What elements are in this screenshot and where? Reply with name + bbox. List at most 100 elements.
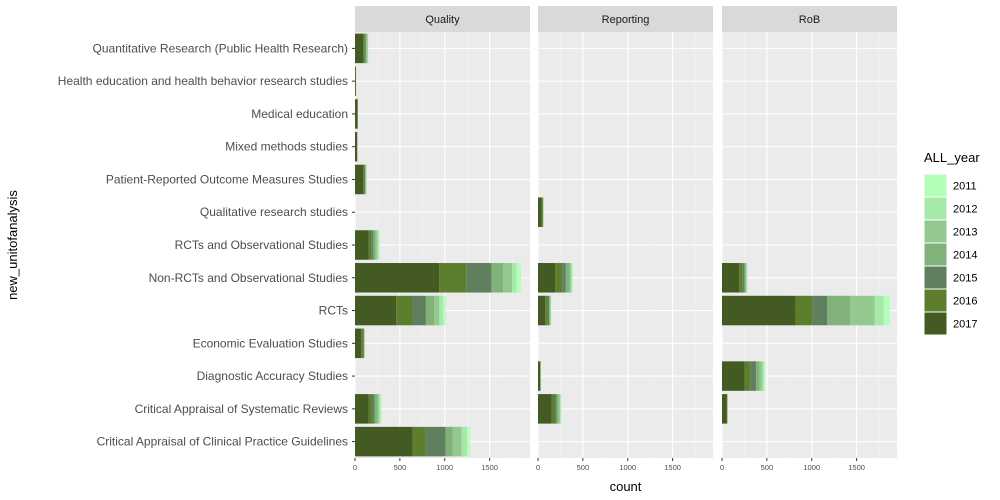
bar-quality-medical-education-2017 <box>355 99 358 129</box>
x-tick-label-reporting: 1500 <box>664 463 681 472</box>
bar-rob-critical-appraisal-of-systematic-reviews-2017 <box>722 394 727 424</box>
y-tick-label-patient-reported-outcome-measures-studies: Patient-Reported Outcome Measures Studie… <box>106 172 348 186</box>
bar-quality-economic-evaluation-studies-2017 <box>355 328 362 359</box>
bar-reporting-non-rcts-and-observational-studies-2013 <box>569 263 572 293</box>
bar-quality-patient-reported-outcome-measures-studies-2017 <box>355 164 364 195</box>
bar-rob-rcts-2012 <box>874 295 884 326</box>
bar-quality-patient-reported-outcome-measures-studies-2016 <box>363 164 365 195</box>
bar-quality-mixed-methods-studies-2017 <box>355 131 358 162</box>
bar-quality-non-rcts-and-observational-studies-2017 <box>355 263 440 293</box>
bar-quality-quantitative-research-public-health-research-2014 <box>365 33 367 64</box>
y-tick-label-rcts: RCTs <box>319 304 348 318</box>
bar-rob-rcts-2017 <box>722 295 796 326</box>
bar-quality-critical-appraisal-of-clinical-practice-guidelines-2012 <box>461 426 468 457</box>
bar-quality-critical-appraisal-of-clinical-practice-guidelines-2015 <box>425 426 446 457</box>
facet-label-quality: Quality <box>425 14 460 26</box>
bar-quality-non-rcts-and-observational-studies-2016 <box>439 263 467 293</box>
bar-quality-critical-appraisal-of-systematic-reviews-2016 <box>368 394 373 424</box>
y-tick-label-critical-appraisal-of-systematic-reviews: Critical Appraisal of Systematic Reviews <box>135 402 348 416</box>
bar-rob-diagnostic-accuracy-studies-2012 <box>762 361 765 391</box>
bar-quality-critical-appraisal-of-systematic-reviews-2015 <box>372 394 375 424</box>
legend-key-2012 <box>923 196 948 221</box>
bar-quality-non-rcts-and-observational-studies-2015 <box>466 263 492 293</box>
x-axis-title: count <box>610 479 642 494</box>
legend-title: ALL_year <box>924 150 980 165</box>
bar-quality-critical-appraisal-of-clinical-practice-guidelines-2011 <box>467 426 470 457</box>
bar-quality-rcts-and-observational-studies-2017 <box>355 230 369 260</box>
bar-reporting-critical-appraisal-of-systematic-reviews-2016 <box>551 394 556 424</box>
x-tick-label-rob: 500 <box>761 463 774 472</box>
bar-rob-non-rcts-and-observational-studies-2017 <box>722 263 740 293</box>
legend-label-2014: 2014 <box>953 250 977 262</box>
bar-quality-rcts-and-observational-studies-2014 <box>373 230 376 260</box>
legend-key-2017 <box>923 311 948 336</box>
bar-rob-diagnostic-accuracy-studies-2013 <box>759 361 763 391</box>
legend-key-2014 <box>923 242 948 267</box>
bar-quality-rcts-and-observational-studies-2015 <box>371 230 374 260</box>
bar-reporting-qualitative-research-studies-2016 <box>541 197 543 227</box>
bar-reporting-non-rcts-and-observational-studies-2012 <box>571 263 573 293</box>
bar-rob-diagnostic-accuracy-studies-2017 <box>722 361 745 391</box>
bar-rob-non-rcts-and-observational-studies-2016 <box>739 263 743 293</box>
bar-rob-rcts-2013 <box>850 295 875 326</box>
bar-quality-rcts-2011 <box>442 295 446 326</box>
bar-reporting-diagnostic-accuracy-studies-2017 <box>538 361 541 391</box>
bar-quality-critical-appraisal-of-systematic-reviews-2013 <box>377 394 380 424</box>
bar-rob-non-rcts-and-observational-studies-2015 <box>742 263 745 293</box>
bar-quality-rcts-2012 <box>439 295 443 326</box>
bar-quality-critical-appraisal-of-clinical-practice-guidelines-2014 <box>445 426 453 457</box>
legend-key-2015 <box>923 265 948 290</box>
x-tick-label-quality: 1000 <box>436 463 453 472</box>
bar-quality-rcts-and-observational-studies-2016 <box>368 230 372 260</box>
bar-reporting-non-rcts-and-observational-studies-2017 <box>538 263 556 293</box>
bar-reporting-rcts-2016 <box>545 295 548 326</box>
x-tick-label-quality: 0 <box>353 463 357 472</box>
legend-key-2013 <box>923 219 948 244</box>
bar-quality-non-rcts-and-observational-studies-2012 <box>512 263 517 293</box>
bar-rob-critical-appraisal-of-systematic-reviews-2016 <box>726 394 728 424</box>
bar-quality-health-education-and-health-behavior-research-studies-2017 <box>355 66 356 96</box>
bar-reporting-qualitative-research-studies-2017 <box>538 197 542 227</box>
legend-label-2017: 2017 <box>953 319 977 331</box>
bar-reporting-rcts-2014 <box>549 295 551 326</box>
bar-quality-rcts-2015 <box>412 295 426 326</box>
bar-quality-critical-appraisal-of-systematic-reviews-2012 <box>379 394 381 424</box>
bar-quality-rcts-and-observational-studies-2012 <box>377 230 379 260</box>
x-tick-label-rob: 1000 <box>803 463 820 472</box>
y-tick-label-diagnostic-accuracy-studies: Diagnostic Accuracy Studies <box>197 369 348 383</box>
bar-rob-diagnostic-accuracy-studies-2015 <box>750 361 757 391</box>
facet-label-rob: RoB <box>799 14 820 26</box>
facet-label-reporting: Reporting <box>602 14 650 26</box>
bar-rob-diagnostic-accuracy-studies-2016 <box>744 361 751 391</box>
bar-reporting-non-rcts-and-observational-studies-2014 <box>565 263 570 293</box>
y-tick-label-mixed-methods-studies: Mixed methods studies <box>225 140 348 154</box>
y-axis-title: new_unitofanalysis <box>5 190 20 300</box>
bar-reporting-non-rcts-and-observational-studies-2015 <box>562 263 566 293</box>
y-tick-label-qualitative-research-studies: Qualitative research studies <box>200 205 348 219</box>
bar-reporting-critical-appraisal-of-systematic-reviews-2013 <box>558 394 560 424</box>
bar-quality-quantitative-research-public-health-research-2015 <box>364 33 366 64</box>
legend-label-2012: 2012 <box>953 204 977 216</box>
bar-quality-quantitative-research-public-health-research-2017 <box>355 33 364 64</box>
y-tick-label-rcts-and-observational-studies: RCTs and Observational Studies <box>175 238 348 252</box>
bar-quality-non-rcts-and-observational-studies-2013 <box>503 263 513 293</box>
bar-rob-rcts-2014 <box>827 295 851 326</box>
x-tick-label-quality: 1500 <box>481 463 498 472</box>
bar-reporting-critical-appraisal-of-systematic-reviews-2012 <box>559 394 561 424</box>
x-tick-label-reporting: 0 <box>536 463 540 472</box>
bar-quality-non-rcts-and-observational-studies-2011 <box>516 263 522 293</box>
bar-quality-rcts-2013 <box>433 295 440 326</box>
x-tick-label-rob: 1500 <box>848 463 865 472</box>
y-tick-label-medical-education: Medical education <box>251 107 348 121</box>
bar-quality-economic-evaluation-studies-2015 <box>363 328 364 359</box>
bar-rob-rcts-2011 <box>883 295 890 326</box>
facet-strip-rob <box>722 6 897 32</box>
y-tick-label-critical-appraisal-of-clinical-practice-guidelines: Critical Appraisal of Clinical Practice … <box>97 435 348 449</box>
legend-label-2013: 2013 <box>953 227 977 239</box>
legend-key-2016 <box>923 288 948 313</box>
bar-quality-patient-reported-outcome-measures-studies-2015 <box>364 164 366 195</box>
bar-quality-non-rcts-and-observational-studies-2014 <box>491 263 504 293</box>
legend-key-2011 <box>923 173 948 198</box>
bar-quality-critical-appraisal-of-systematic-reviews-2014 <box>374 394 378 424</box>
